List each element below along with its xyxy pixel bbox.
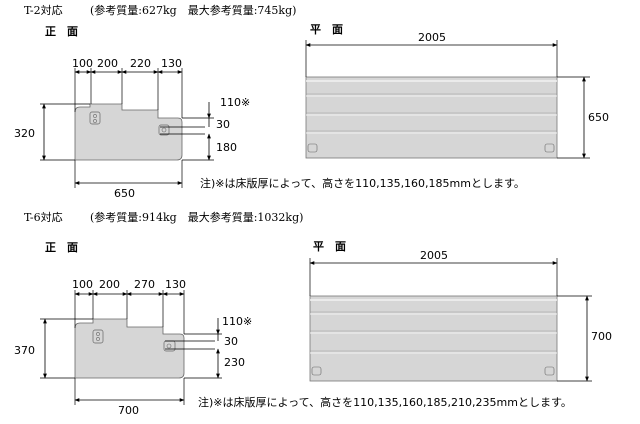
front-body-1 (74, 103, 183, 161)
dim-height: 320 (14, 127, 35, 140)
dim-top-1: 100 (72, 278, 93, 291)
dim-right-lower: 230 (224, 356, 245, 369)
plan-dim-width: 2005 (418, 31, 446, 44)
plan-body-2 (309, 295, 558, 382)
dim-right-slab: 110※ (220, 96, 251, 109)
section-note: 注)※は床版厚によって、高さを110,135,160,185mmとします。 (200, 177, 525, 190)
dim-right-gap: 30 (216, 118, 230, 131)
section-weights: (参考質量:914kg 最大参考質量:1032kg) (90, 211, 304, 224)
plan-body-1 (305, 76, 558, 159)
section-title: T-2対応 (24, 4, 63, 17)
dim-right-slab: 110※ (222, 315, 253, 328)
section-weights: (参考質量:627kg 最大参考質量:745kg) (90, 4, 297, 17)
plan-view-label: 平 面 (313, 240, 346, 253)
front-view-1 (40, 68, 214, 188)
plan-view-1 (305, 40, 590, 159)
dim-right-lower: 180 (216, 141, 237, 154)
dim-right-gap: 30 (224, 335, 238, 348)
plan-view-2 (309, 258, 592, 382)
plan-view-label: 平 面 (310, 23, 343, 36)
plan-dim-height: 650 (588, 111, 609, 124)
dim-top-2: 200 (97, 57, 118, 70)
front-view-label: 正 面 (45, 25, 78, 38)
dim-width: 650 (114, 187, 135, 200)
dim-top-3: 220 (130, 57, 151, 70)
plan-dim-width: 2005 (420, 249, 448, 262)
dim-top-2: 200 (99, 278, 120, 291)
dim-height: 370 (14, 344, 35, 357)
plan-dim-height: 700 (591, 330, 612, 343)
dim-top-4: 130 (165, 278, 186, 291)
dim-width: 700 (118, 404, 139, 417)
front-view-label: 正 面 (45, 241, 78, 254)
front-body-2 (74, 318, 185, 379)
section-note: 注)※は床版厚によって、高さを110,135,160,185,210,235mm… (198, 396, 572, 409)
front-view-2 (40, 290, 222, 405)
dim-top-1: 100 (72, 57, 93, 70)
dim-top-3: 270 (134, 278, 155, 291)
dim-top-4: 130 (161, 57, 182, 70)
section-title: T-6対応 (24, 211, 63, 224)
